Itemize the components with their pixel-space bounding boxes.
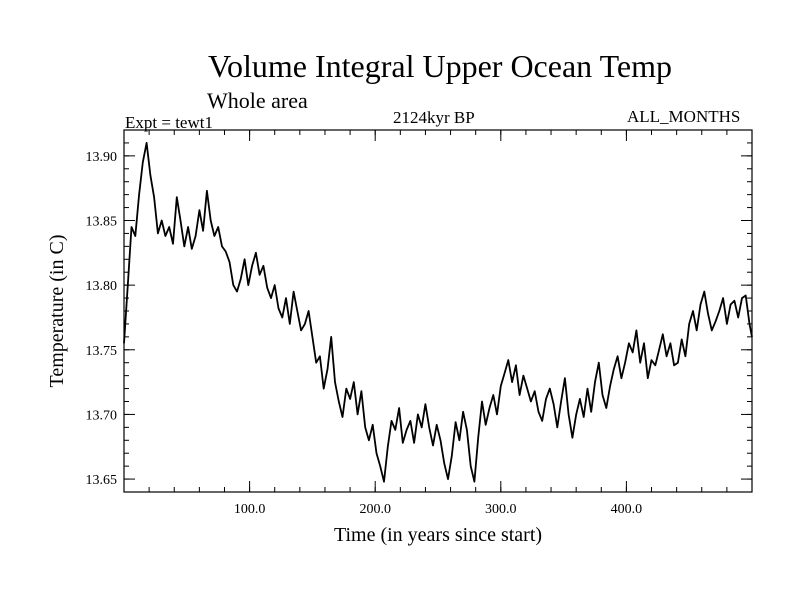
y-axis-title: Temperature (in C) bbox=[46, 235, 68, 388]
x-tick-label: 100.0 bbox=[234, 502, 266, 517]
x-tick-label: 200.0 bbox=[359, 502, 391, 517]
period-label: 2124kyr BP bbox=[393, 108, 475, 127]
y-tick-label: 13.90 bbox=[86, 150, 118, 165]
x-tick-label: 300.0 bbox=[485, 502, 517, 517]
chart-title: Volume Integral Upper Ocean Temp bbox=[208, 48, 672, 84]
y-tick-label: 13.80 bbox=[86, 279, 118, 294]
x-axis-title: Time (in years since start) bbox=[334, 524, 542, 546]
temperature-series-line bbox=[123, 142, 753, 483]
tick-labels: 100.0 200.0 300.0 400.0 13.65 13.70 13.75 13.80… bbox=[86, 150, 643, 517]
axis-ticks bbox=[124, 129, 752, 493]
x-tick-label: 400.0 bbox=[611, 502, 643, 517]
y-tick-label: 13.65 bbox=[86, 473, 118, 488]
plot-frame bbox=[123, 129, 753, 493]
y-tick-label: 13.75 bbox=[86, 344, 118, 359]
months-label: ALL_MONTHS bbox=[627, 107, 741, 126]
y-tick-label: 13.70 bbox=[86, 408, 118, 423]
experiment-label: Expt = tewt1 bbox=[125, 113, 213, 132]
y-tick-label: 13.85 bbox=[86, 215, 118, 230]
chart-subtitle: Whole area bbox=[207, 88, 308, 113]
